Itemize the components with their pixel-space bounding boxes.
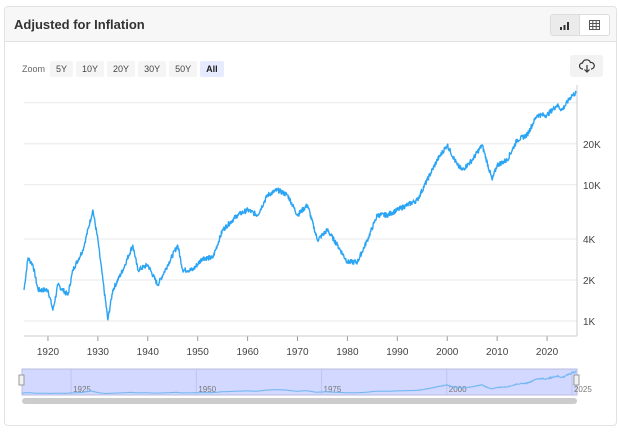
zoom-20y-button[interactable]: 20Y — [107, 61, 136, 77]
x-tick-label: 2010 — [486, 347, 509, 358]
y-tick-label: 10K — [583, 181, 601, 192]
x-tick-label: 1950 — [187, 347, 210, 358]
zoom-selector: Zoom 5Y 10Y 20Y 30Y 50Y All — [22, 61, 224, 77]
zoom-50y-button[interactable]: 50Y — [169, 61, 198, 77]
navigator-handle-right[interactable] — [573, 374, 580, 386]
y-tick-label: 4K — [583, 235, 596, 246]
zoom-10y-button[interactable]: 10Y — [76, 61, 105, 77]
navigator-label: 2000 — [449, 385, 467, 394]
table-icon — [589, 20, 600, 30]
chart-view-button[interactable] — [551, 15, 580, 35]
navigator-handle-left[interactable] — [18, 374, 25, 386]
scrollbar[interactable] — [22, 398, 577, 404]
x-tick-label: 1990 — [386, 347, 409, 358]
y-tick-label: 1K — [583, 317, 596, 328]
x-tick-label: 1980 — [336, 347, 359, 358]
x-tick-label: 1940 — [137, 347, 160, 358]
bar-chart-icon — [560, 21, 569, 30]
x-tick-label: 1920 — [37, 347, 60, 358]
zoom-30y-button[interactable]: 30Y — [138, 61, 167, 77]
download-button[interactable] — [570, 55, 603, 77]
card-header: Adjusted for Inflation — [5, 7, 616, 42]
y-tick-label: 2K — [583, 276, 596, 287]
navigator-label: 1925 — [73, 385, 91, 394]
x-tick-label: 2000 — [436, 347, 459, 358]
y-tick-label: 20K — [583, 140, 601, 151]
zoom-5y-button[interactable]: 5Y — [50, 61, 74, 77]
chart-title: Adjusted for Inflation — [14, 17, 145, 32]
series-line — [23, 90, 577, 321]
navigator-label: 1950 — [198, 385, 216, 394]
navigator-series — [22, 370, 577, 395]
chart-card: Adjusted for Inflation — [4, 6, 617, 426]
x-tick-label: 1930 — [87, 347, 110, 358]
view-toggle — [550, 14, 610, 36]
cloud-download-icon — [578, 59, 595, 73]
table-view-button[interactable] — [580, 15, 609, 35]
x-tick-label: 2020 — [536, 347, 559, 358]
x-tick-label: 1970 — [286, 347, 309, 358]
zoom-label: Zoom — [22, 64, 46, 74]
navigator-label: 2025 — [574, 385, 592, 394]
navigator-label: 1975 — [324, 385, 342, 394]
navigator[interactable]: 1925 1950 1975 2000 2025 — [18, 368, 592, 404]
zoom-all-button[interactable]: All — [200, 61, 224, 77]
x-tick-label: 1960 — [236, 347, 259, 358]
